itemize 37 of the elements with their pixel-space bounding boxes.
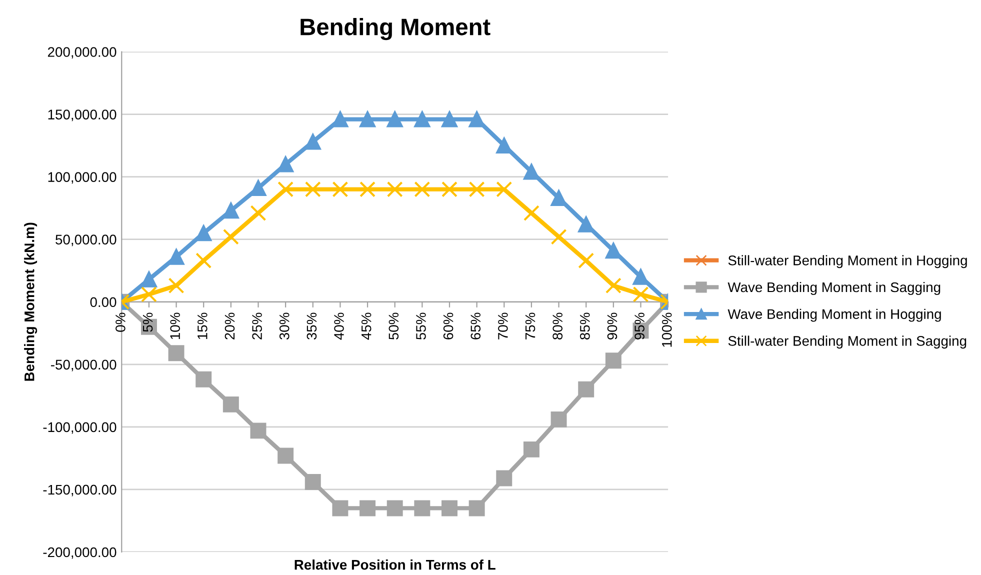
x-tick-label: 0%: [116, 312, 126, 332]
x-tick-label: 10%: [170, 312, 180, 340]
x-tick-label: 45%: [361, 312, 372, 340]
y-tick-label: 100,000.00: [48, 172, 116, 184]
x-tick-label: 100%: [662, 312, 672, 347]
x-tick-label: 40%: [334, 312, 344, 340]
x-tick-label: 5%: [142, 312, 153, 332]
chart-title: Bending Moment: [300, 18, 490, 40]
x-tick-label: 50%: [388, 312, 399, 340]
x-tick-label: 35%: [306, 312, 317, 340]
x-tick-label: 65%: [470, 312, 481, 340]
x-tick-label: 60%: [443, 312, 454, 340]
legend-label: Still-water Bending Moment in Hogging: [728, 255, 967, 268]
y-tick-label: -100,000.00: [43, 422, 116, 434]
x-tick-label: 90%: [607, 312, 618, 340]
y-tick-label: -150,000.00: [43, 484, 116, 496]
x-tick-label: 25%: [252, 312, 262, 340]
y-axis-title: Bending Moment (kN.m): [24, 222, 38, 381]
y-tick-label: 0.00: [90, 297, 116, 308]
legend-label: Wave Bending Moment in Sagging: [728, 282, 940, 295]
x-tick-label: 80%: [552, 312, 563, 340]
x-tick-label: 75%: [525, 312, 536, 340]
y-tick-label: 200,000.00: [48, 47, 116, 59]
x-tick-label: 85%: [580, 312, 590, 340]
y-tick-label: 50,000.00: [56, 234, 116, 246]
x-tick-label: 15%: [198, 312, 208, 340]
x-tick-label: 55%: [416, 312, 426, 340]
y-tick-label: -50,000.00: [50, 360, 116, 372]
x-axis-title: Relative Position in Terms of L: [294, 560, 496, 570]
y-tick-label: 150,000.00: [48, 110, 116, 122]
legend-label: Still-water Bending Moment in Sagging: [728, 336, 966, 349]
y-tick-label: -200,000.00: [43, 547, 116, 559]
x-tick-label: 95%: [634, 312, 644, 340]
x-tick-label: 70%: [498, 312, 508, 340]
legend-label: Wave Bending Moment in Hogging: [728, 308, 941, 322]
x-tick-label: 30%: [279, 312, 290, 340]
x-tick-label: 20%: [224, 312, 235, 340]
